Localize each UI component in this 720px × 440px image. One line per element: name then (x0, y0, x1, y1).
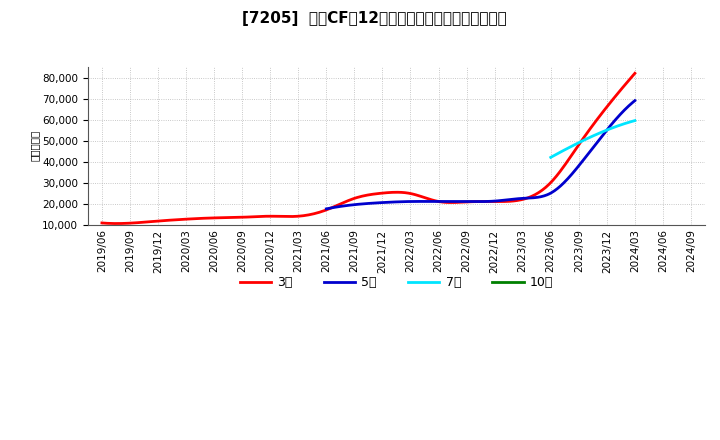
3年 (98, 220, 107, 226)
7年 (631, 118, 639, 123)
Line: 3年: 3年 (102, 73, 635, 224)
5年 (505, 197, 514, 202)
Line: 5年: 5年 (326, 101, 635, 209)
Y-axis label: （百万円）: （百万円） (30, 130, 40, 161)
3年 (99, 220, 108, 226)
3年 (112, 221, 120, 226)
3年 (417, 194, 426, 199)
5年 (631, 98, 639, 103)
Line: 7年: 7年 (551, 121, 635, 158)
3年 (582, 131, 591, 136)
5年 (322, 206, 330, 212)
3年 (426, 197, 434, 202)
3年 (415, 193, 423, 198)
7年 (617, 122, 626, 127)
7年 (596, 130, 605, 135)
5年 (511, 196, 520, 202)
5年 (582, 154, 590, 159)
7年 (623, 120, 631, 125)
7年 (598, 129, 606, 135)
5年 (323, 206, 332, 211)
Legend: 3年, 5年, 7年, 10年: 3年, 5年, 7年, 10年 (235, 271, 558, 294)
7年 (546, 154, 555, 160)
3年 (631, 71, 639, 76)
5年 (505, 197, 513, 202)
5年 (602, 128, 611, 134)
3年 (549, 178, 557, 183)
7年 (546, 155, 555, 160)
7年 (596, 130, 605, 135)
Text: [7205]  営業CFだ12か月移動合計の標準偏差の推移: [7205] 営業CFだ12か月移動合計の標準偏差の推移 (242, 11, 507, 26)
